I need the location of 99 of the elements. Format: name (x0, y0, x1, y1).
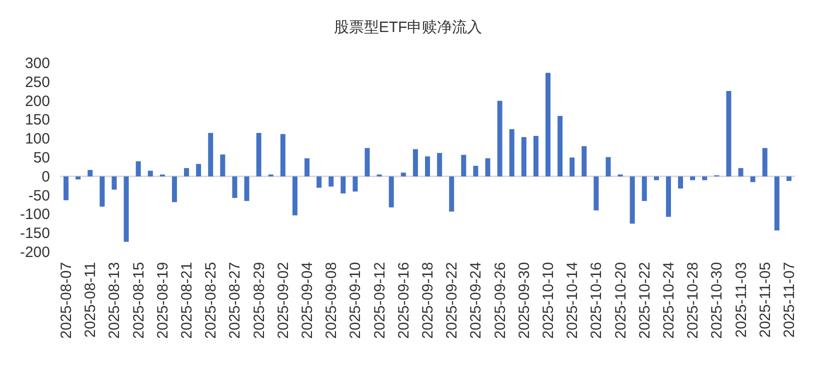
bar (702, 176, 708, 180)
x-tick-label: 2025-08-29 (250, 262, 268, 339)
bar (642, 176, 647, 201)
x-tick-label: 2025-08-21 (178, 262, 196, 339)
bar (786, 176, 792, 181)
bar (606, 157, 611, 176)
bar (774, 176, 780, 230)
bar (196, 164, 202, 176)
x-tick-label: 2025-10-30 (708, 262, 726, 339)
x-tick-label: 2025-10-16 (588, 262, 606, 339)
bar (172, 176, 177, 202)
bar (340, 176, 346, 194)
bar (533, 136, 538, 176)
x-tick-label: 2025-10-24 (660, 262, 678, 339)
x-tick-label: 2025-11-07 (780, 262, 798, 338)
bar (678, 176, 684, 188)
bar (292, 176, 298, 216)
y-tick-label: 200 (24, 92, 50, 110)
x-tick-label: 2025-08-07 (58, 262, 76, 339)
y-tick-label: 150 (24, 112, 50, 129)
bar (437, 152, 442, 176)
bar (364, 148, 370, 176)
bar (352, 176, 358, 192)
y-tick-label: 50 (33, 150, 50, 166)
x-tick-label: 2025-11-03 (732, 262, 750, 338)
bar (100, 176, 105, 207)
bar (750, 176, 756, 182)
x-tick-label: 2025-10-14 (564, 262, 582, 339)
x-tick-label: 2025-10-20 (612, 262, 630, 339)
bar (88, 170, 93, 176)
x-tick-label: 2025-09-10 (347, 262, 364, 339)
bar (388, 176, 394, 208)
x-tick-label: 2025-09-16 (395, 262, 412, 339)
y-tick-label: 250 (24, 74, 50, 91)
bar (497, 100, 502, 176)
bar (148, 170, 153, 176)
bar (558, 116, 563, 176)
chart-title: 股票型ETF申赎净流入 (334, 19, 482, 36)
bar (570, 158, 575, 176)
bar (449, 176, 454, 212)
bar (521, 137, 526, 176)
bar (124, 176, 129, 242)
bar (412, 149, 418, 176)
bar (76, 176, 81, 180)
bar (654, 176, 659, 180)
bar (509, 129, 514, 176)
bar (220, 154, 226, 176)
bar (244, 176, 250, 201)
bar (630, 176, 635, 224)
bar (304, 158, 310, 176)
bar (112, 176, 117, 190)
y-tick-label: -150 (20, 225, 50, 242)
y-tick-label: -50 (28, 187, 50, 204)
x-tick-label: 2025-09-18 (420, 262, 436, 339)
x-tick-label: 2025-08-15 (130, 262, 148, 339)
bar (690, 176, 696, 180)
y-tick-label: 100 (24, 130, 50, 148)
bar (461, 154, 466, 176)
x-tick-label: 2025-08-13 (106, 262, 124, 339)
x-tick-label: 2025-08-11 (82, 262, 100, 338)
bar (136, 161, 141, 176)
bar (545, 72, 550, 176)
bar (666, 176, 671, 217)
bar (400, 172, 406, 176)
y-tick-label: 0 (42, 168, 50, 186)
y-tick-label: -200 (20, 244, 50, 261)
bar (425, 156, 430, 176)
bar (208, 132, 214, 176)
y-tick-label: -100 (20, 206, 50, 224)
bar (184, 168, 190, 176)
x-tick-label: 2025-08-19 (154, 262, 172, 339)
bar (485, 158, 490, 176)
x-tick-label: 2025-09-24 (468, 262, 485, 339)
bar (473, 166, 478, 176)
bar (328, 176, 334, 187)
bar (762, 148, 768, 176)
x-tick-label: 2025-09-30 (516, 262, 533, 339)
bar (280, 134, 286, 176)
x-tick-label: 2025-09-04 (299, 262, 316, 339)
x-tick-label: 2025-11-05 (756, 262, 774, 338)
bar (256, 132, 262, 176)
x-tick-label: 2025-10-10 (540, 262, 557, 339)
x-tick-label: 2025-08-25 (202, 262, 220, 339)
bar (594, 176, 599, 210)
x-tick-label: 2025-09-02 (274, 262, 292, 339)
x-tick-label: 2025-09-12 (371, 262, 388, 339)
bar (726, 90, 732, 176)
bar (738, 168, 744, 176)
bar (232, 176, 238, 198)
bar (316, 176, 322, 188)
x-tick-label: 2025-08-27 (226, 262, 244, 339)
bar (582, 146, 587, 176)
x-tick-label: 2025-09-22 (444, 262, 461, 339)
x-tick-label: 2025-10-22 (636, 262, 654, 339)
x-tick-label: 2025-10-28 (684, 262, 702, 339)
y-tick-label: 300 (24, 55, 50, 72)
x-tick-label: 2025-09-26 (492, 262, 509, 339)
x-tick-label: 2025-09-08 (323, 262, 340, 339)
bar (64, 176, 69, 200)
